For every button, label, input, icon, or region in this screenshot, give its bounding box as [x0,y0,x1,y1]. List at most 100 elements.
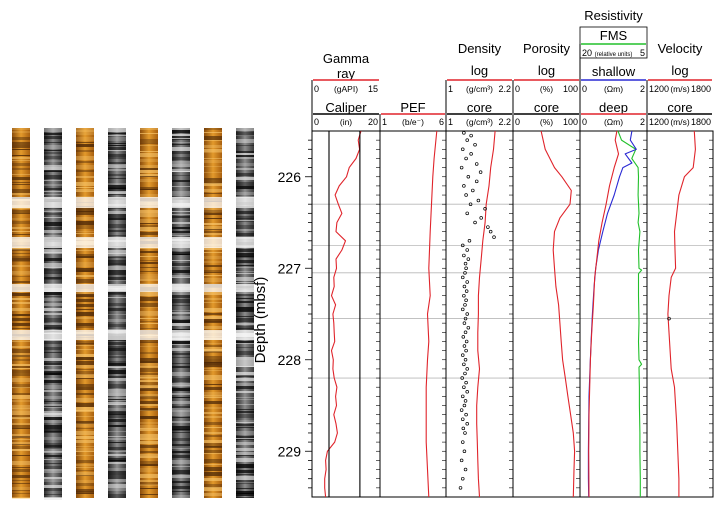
image-strip-band [140,194,158,198]
image-strip-band [12,293,30,296]
image-strip-band [76,312,94,316]
image-strip-band [108,214,126,218]
image-strip-band [12,131,30,133]
series-line-gamma-ray [324,130,362,498]
image-strip-band [12,366,30,368]
image-strip-band [172,466,190,467]
image-strip-band [204,278,222,282]
image-strip-band [140,256,158,257]
image-strip-band [108,194,126,195]
image-strip-band [236,363,254,367]
image-strip-band [204,432,222,434]
header-scale-unit: (Ωm) [604,84,623,94]
image-strip-band [204,233,222,235]
depth-axis-label: Depth (mbsf) [252,277,269,364]
image-strip-band [44,167,62,171]
image-strip-gap [140,284,158,292]
series-line-fms [617,130,643,497]
data-point-density-core [468,202,473,206]
image-strip-band [236,491,254,494]
image-strip-band [236,249,254,252]
image-strip-band [140,456,158,458]
image-strip-band [108,436,126,437]
image-strip-band [204,356,222,359]
image-strip-band [44,313,62,315]
image-strip-band [76,343,94,344]
image-strip-gap [108,330,126,340]
track-frame [445,130,514,498]
image-strip-band [204,158,222,159]
image-strip-band [76,142,94,143]
data-point-density-core [462,344,467,348]
image-strip-band [108,178,126,179]
image-strip-band [76,211,94,215]
data-point-density-core [461,440,465,444]
header-scale-max: 20 [368,117,378,127]
image-strip-band [140,170,158,173]
image-strip-band [44,417,62,420]
image-strip-band [172,444,190,448]
header-scale-unit: (in) [340,117,352,127]
image-strip-band [140,385,158,389]
image-strip-gap [140,330,158,340]
image-strip-band [44,207,62,210]
header-scale-min: 1200 [649,117,669,127]
image-strip-band [172,248,190,251]
data-point-density-core [462,284,467,289]
image-strip-band [140,307,158,308]
image-strip-band [44,165,62,167]
image-strip-band [140,213,158,217]
image-strip-band [76,156,94,160]
image-strip-band [44,269,62,271]
image-strip-band [12,475,30,478]
image-strip-band [140,133,158,134]
image-strip-band [76,250,94,251]
image-strip-band [204,435,222,437]
image-strip-band [172,408,190,412]
data-point-density-core [464,156,468,161]
image-strip-band [140,396,158,399]
image-strip-band [172,383,190,386]
image-strip-band [76,225,94,229]
image-strip-band [204,375,222,379]
image-strip-band [140,373,158,375]
image-strip-band [44,477,62,479]
image-strip-band [140,297,158,301]
data-point-density-core [478,170,483,174]
image-strip-band [204,229,222,230]
image-strip-band [172,429,190,431]
image-strip-band [44,156,62,159]
image-strip-band [140,482,158,485]
image-strip-band [172,231,190,235]
image-strip-band [172,263,190,266]
image-strip-band [12,373,30,376]
image-strip-band [76,448,94,451]
image-strip-band [204,422,222,425]
image-strip-band [204,453,222,454]
image-strip-band [236,360,254,363]
image-strip-band [172,460,190,464]
image-strip-band [236,397,254,398]
image-strip-band [172,412,190,416]
header-scale-unit: (m/s) [670,117,690,127]
image-strip-band [76,493,94,494]
track-velocity [646,130,714,498]
image-strip-band [12,425,30,429]
data-point-density-core [465,138,469,142]
image-strip-band [12,182,30,183]
image-strip-band [236,132,254,136]
image-strip-band [204,440,222,443]
image-strip-band [204,365,222,367]
image-strip-band [12,155,30,156]
image-strip-band [140,225,158,227]
image-strip-band [76,323,94,326]
image-strip-band [204,166,222,167]
image-strip-band [204,208,222,212]
image-strip-band [76,440,94,443]
image-strip-band [204,412,222,414]
image-strip-band [44,466,62,469]
image-strip-band [172,292,190,295]
image-strip-band [204,140,222,141]
image-strip-band [236,267,254,268]
image-strip-band [44,308,62,311]
